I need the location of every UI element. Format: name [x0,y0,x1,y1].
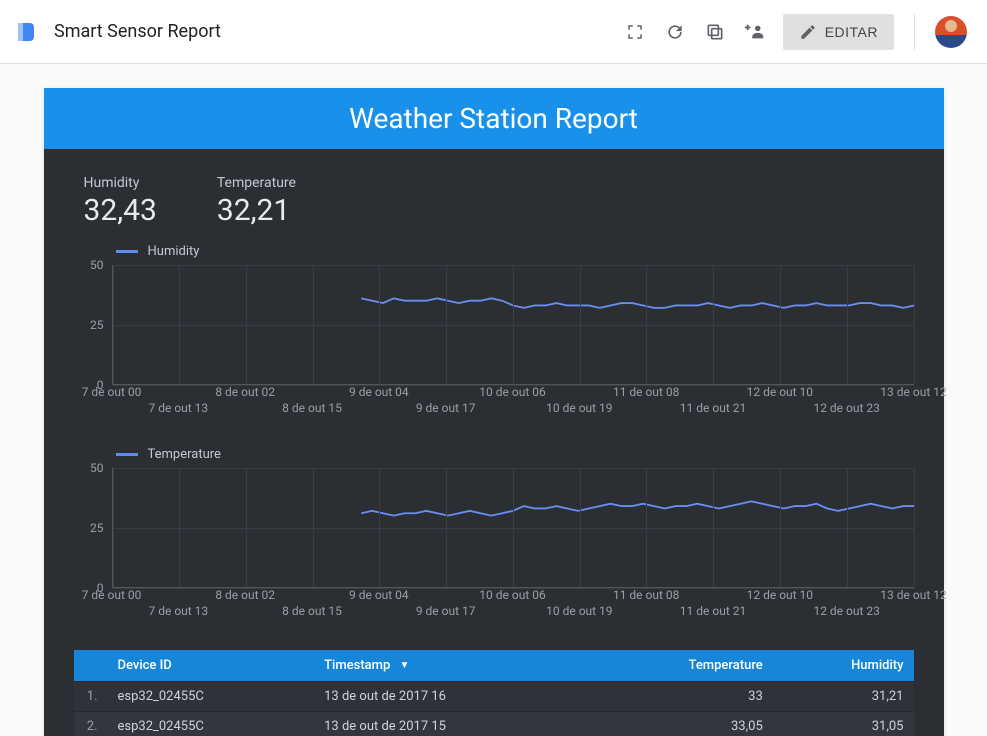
metric-temperature-value: 32,21 [217,193,296,228]
user-avatar[interactable] [935,16,967,48]
temperature-chart: Temperature 02550 7 de out 008 de out 02… [74,447,914,622]
sort-desc-icon: ▼ [400,660,410,671]
metric-humidity-label: Humidity [84,175,157,191]
humidity-legend-label: Humidity [148,244,200,259]
table-header-rownum [74,650,108,682]
cell-temperature: 33 [590,682,773,712]
row-number: 1. [74,682,108,712]
metric-temperature-label: Temperature [217,175,296,191]
cell-humidity: 31,05 [773,712,914,736]
page-title: Smart Sensor Report [54,21,221,42]
humidity-plot [112,265,914,385]
refresh-icon[interactable] [663,20,687,44]
table-header-humidity[interactable]: Humidity [773,650,914,682]
cell-device: esp32_02455C [108,712,315,736]
cell-timestamp: 13 de out de 2017 16 [314,682,590,712]
share-person-icon[interactable] [743,20,767,44]
cell-timestamp: 13 de out de 2017 15 [314,712,590,736]
cell-device: esp32_02455C [108,682,315,712]
copy-icon[interactable] [703,20,727,44]
temperature-legend-swatch [116,453,138,456]
metrics-row: Humidity 32,43 Temperature 32,21 [74,169,914,244]
temperature-y-axis: 02550 [74,468,108,588]
report-scroll-region[interactable]: Weather Station Report Humidity 32,43 Te… [0,64,987,736]
metric-temperature: Temperature 32,21 [217,175,296,228]
cell-temperature: 33,05 [590,712,773,736]
temperature-legend: Temperature [74,447,914,462]
table-row[interactable]: 1.esp32_02455C13 de out de 2017 163331,2… [74,682,914,712]
report-card: Weather Station Report Humidity 32,43 Te… [44,88,944,736]
temperature-legend-label: Temperature [148,447,221,462]
pencil-icon [799,23,817,41]
table-row[interactable]: 2.esp32_02455C13 de out de 2017 1533,053… [74,712,914,736]
table-header-timestamp[interactable]: Timestamp ▼ [314,650,590,682]
temperature-plot [112,468,914,588]
toolbar: EDITAR [623,14,967,50]
app-logo [14,20,38,44]
table-header-row: Device ID Timestamp ▼ Temperature Humidi… [74,650,914,682]
edit-button-label: EDITAR [825,24,878,40]
humidity-legend-swatch [116,250,138,253]
metric-humidity: Humidity 32,43 [84,175,157,228]
humidity-legend: Humidity [74,244,914,259]
fullscreen-icon[interactable] [623,20,647,44]
toolbar-divider [914,14,915,50]
table-header-device[interactable]: Device ID [108,650,315,682]
row-number: 2. [74,712,108,736]
humidity-y-axis: 02550 [74,265,108,385]
app-topbar: Smart Sensor Report [0,0,987,64]
data-table: Device ID Timestamp ▼ Temperature Humidi… [74,650,914,736]
metric-humidity-value: 32,43 [84,193,157,228]
table-header-temperature[interactable]: Temperature [590,650,773,682]
humidity-x-axis: 7 de out 008 de out 029 de out 0410 de o… [112,385,914,419]
cell-humidity: 31,21 [773,682,914,712]
edit-button[interactable]: EDITAR [783,14,894,50]
humidity-chart: Humidity 02550 7 de out 008 de out 029 d… [74,244,914,419]
temperature-x-axis: 7 de out 008 de out 029 de out 0410 de o… [112,588,914,622]
report-title: Weather Station Report [44,88,944,149]
